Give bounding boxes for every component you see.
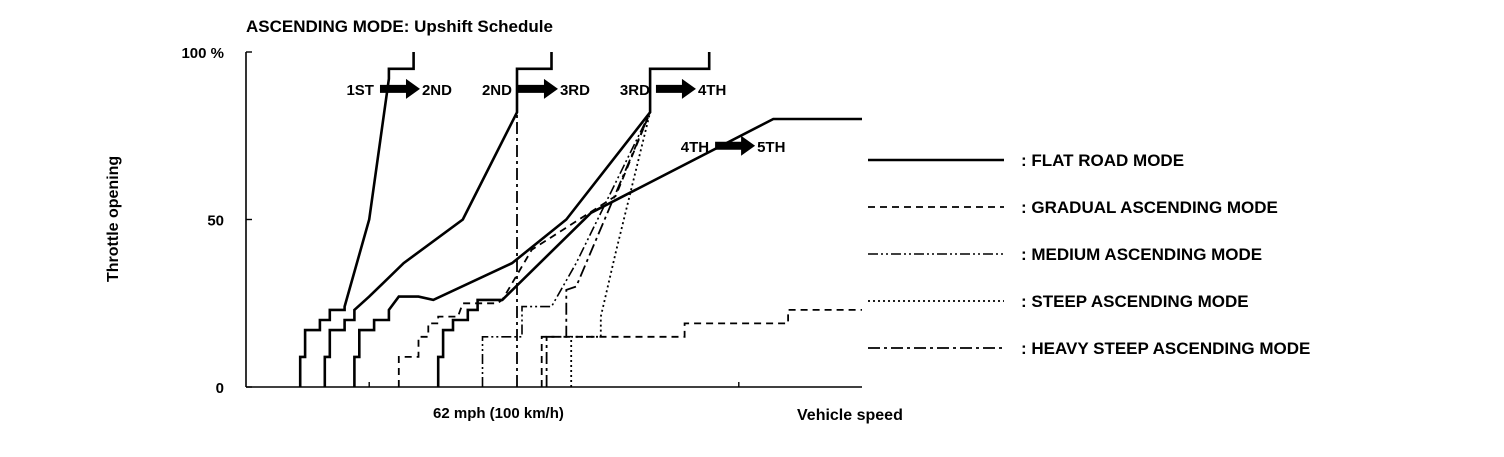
shift-from-label: 1ST — [346, 82, 374, 99]
legend-label: : FLAT ROAD MODE — [1021, 151, 1184, 170]
shift-from-label: 2ND — [482, 82, 512, 99]
axes: 0 50 100 % — [181, 45, 862, 397]
legend-label: : STEEP ASCENDING MODE — [1021, 292, 1249, 311]
plot-lines — [298, 52, 862, 387]
shift-to-label: 2ND — [422, 82, 452, 99]
legend-label: : MEDIUM ASCENDING MODE — [1021, 245, 1262, 264]
series-line-2-segment-1 — [397, 111, 651, 387]
legend-label: : HEAVY STEEP ASCENDING MODE — [1021, 339, 1310, 358]
shift-to-label: 3RD — [560, 82, 590, 99]
shift-from-label: 4TH — [681, 139, 709, 156]
y-axis-label: Throttle opening — [105, 156, 122, 282]
y-tick-label: 0 — [216, 380, 224, 397]
shift-arrow-icon — [379, 78, 420, 99]
shift-arrow-icon — [655, 78, 696, 99]
series-line-4-segment-1 — [570, 112, 651, 387]
shift-arrow-icon — [517, 78, 558, 99]
legend: : FLAT ROAD MODE : GRADUAL ASCENDING MODE… — [868, 151, 1310, 358]
x-reference-label: 62 mph (100 km/h) — [433, 405, 564, 422]
chart-title: ASCENDING MODE: Upshift Schedule — [246, 17, 553, 36]
series-line-2-segment-2 — [540, 309, 862, 387]
shift-from-label: 3RD — [620, 82, 650, 99]
series-line-1-segment-2 — [323, 52, 553, 387]
legend-label: : GRADUAL ASCENDING MODE — [1021, 198, 1278, 217]
shift-arrow-icon — [715, 135, 756, 156]
series-line-1-segment-1 — [298, 52, 415, 387]
series-line-1-segment-4 — [436, 117, 862, 387]
series-line-5-segment-2 — [545, 111, 651, 387]
shift-to-label: 5TH — [757, 139, 785, 156]
shift-labels: 1ST 2ND 2ND 3RD 3RD 4TH 4TH 5TH — [346, 78, 785, 156]
shift-to-label: 4TH — [698, 82, 726, 99]
series-line-1-segment-3 — [353, 52, 711, 387]
series-line-3-segment-1 — [481, 111, 651, 387]
x-axis-label: Vehicle speed — [797, 407, 903, 424]
y-tick-label: 100 % — [181, 45, 224, 62]
y-tick-label: 50 — [207, 213, 224, 230]
